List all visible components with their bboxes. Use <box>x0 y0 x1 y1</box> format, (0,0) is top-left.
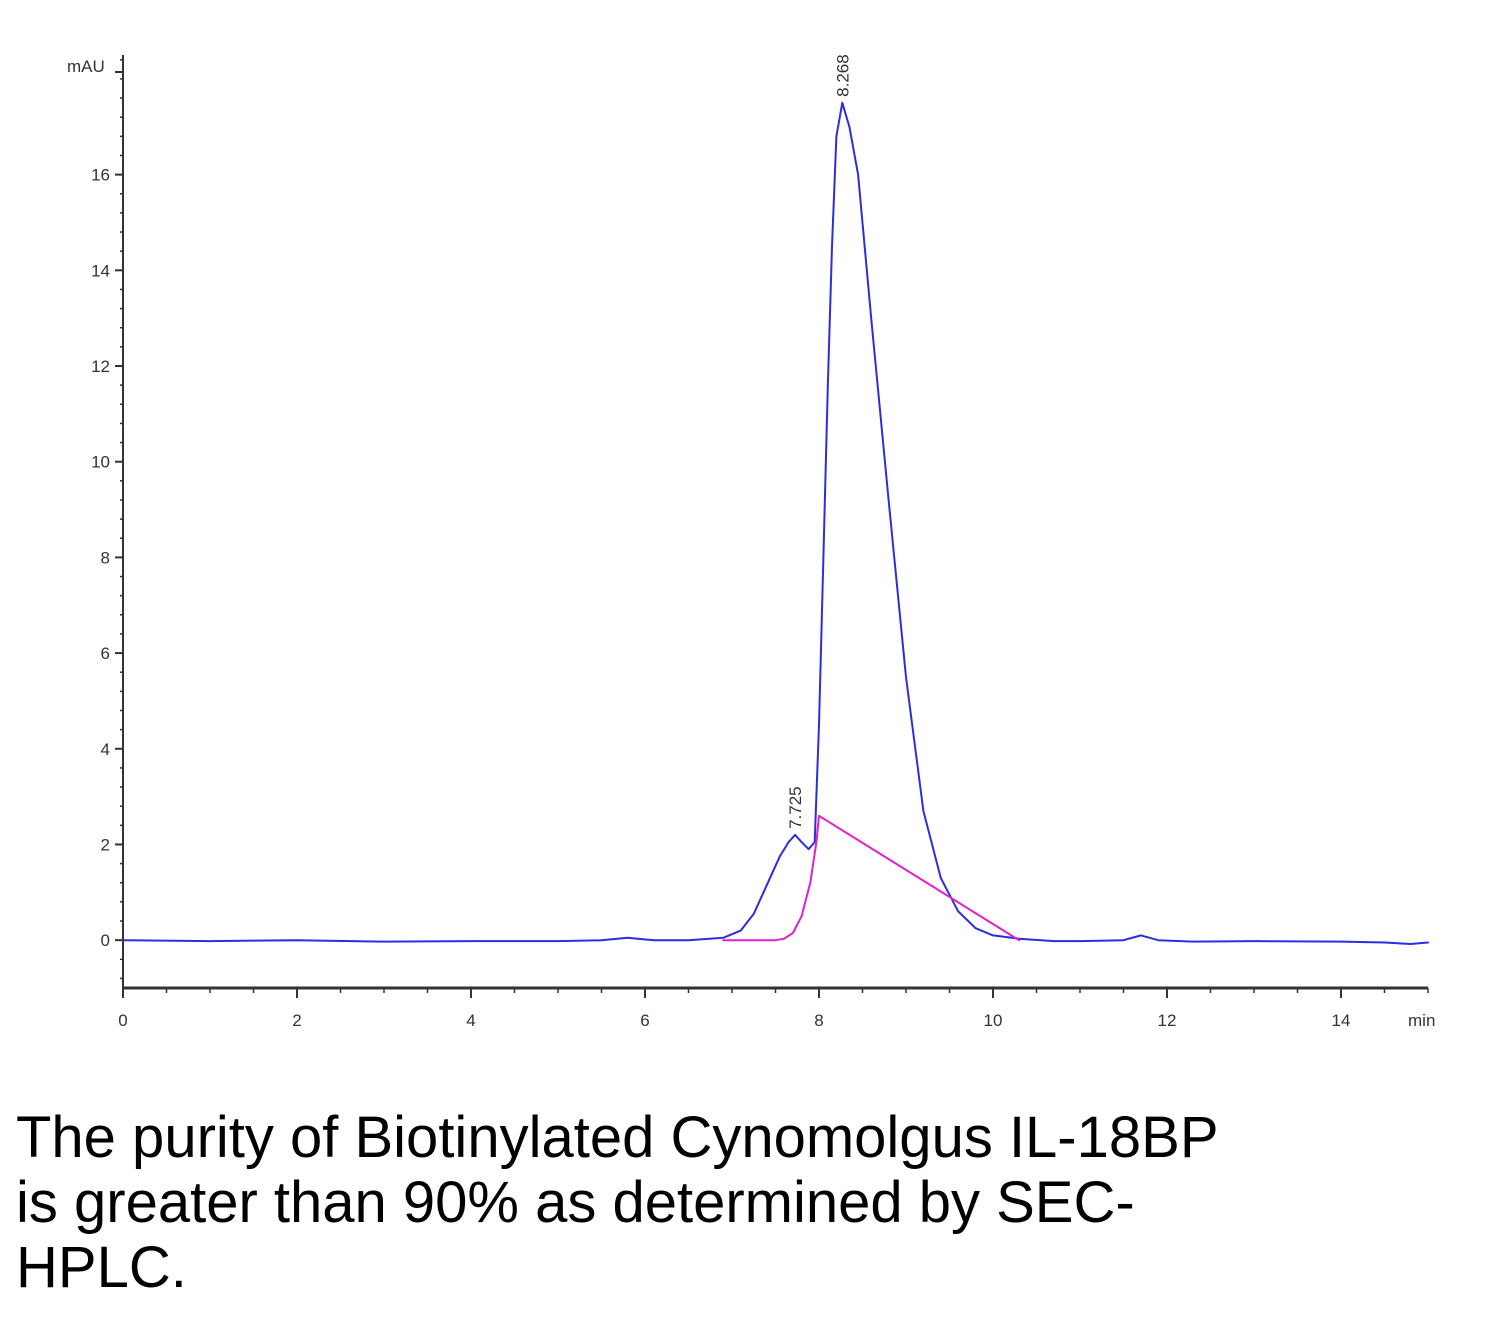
y-unit-label: mAU <box>67 57 105 76</box>
x-tick-label: 6 <box>640 1011 649 1030</box>
x-tick-label: 4 <box>466 1011 475 1030</box>
chromatogram-line <box>122 101 1429 945</box>
y-tick-label: 4 <box>101 740 110 759</box>
y-tick-label: 12 <box>91 357 110 376</box>
integration-baseline-line <box>722 814 1021 942</box>
caption-line-1: The purity of Biotinylated Cynomolgus IL… <box>16 1105 1219 1170</box>
y-tick-label: 6 <box>101 644 110 663</box>
y-tick-label: 14 <box>91 261 110 280</box>
x-tick-label: 14 <box>1332 1011 1351 1030</box>
x-unit-label: min <box>1408 1011 1435 1030</box>
y-tick-label: 16 <box>91 166 110 185</box>
tick-marks <box>115 59 1429 998</box>
x-tick-label: 0 <box>118 1011 127 1030</box>
x-tick-label: 2 <box>292 1011 301 1030</box>
x-tick-label: 8 <box>814 1011 823 1030</box>
tick-labels: 0 2 4 6 8 10 12 14 16 0 2 4 6 8 10 12 14 <box>91 166 1350 1030</box>
x-tick-label: 12 <box>1158 1011 1177 1030</box>
peak-retention-label: 7.725 <box>786 786 805 829</box>
y-tick-label: 0 <box>101 931 110 950</box>
axes <box>122 55 1428 990</box>
peak-labels: 7.725 8.268 <box>786 54 852 829</box>
peak-retention-label: 8.268 <box>833 54 852 97</box>
caption-line-2: is greater than 90% as determined by SEC… <box>16 1170 1135 1235</box>
y-tick-label: 2 <box>101 835 110 854</box>
y-tick-label: 10 <box>91 453 110 472</box>
x-tick-label: 10 <box>984 1011 1003 1030</box>
caption: The purity of Biotinylated Cynomolgus IL… <box>16 1105 1316 1300</box>
y-tick-label: 8 <box>101 548 110 567</box>
traces <box>122 101 1429 945</box>
caption-line-3: HPLC. <box>16 1235 187 1300</box>
